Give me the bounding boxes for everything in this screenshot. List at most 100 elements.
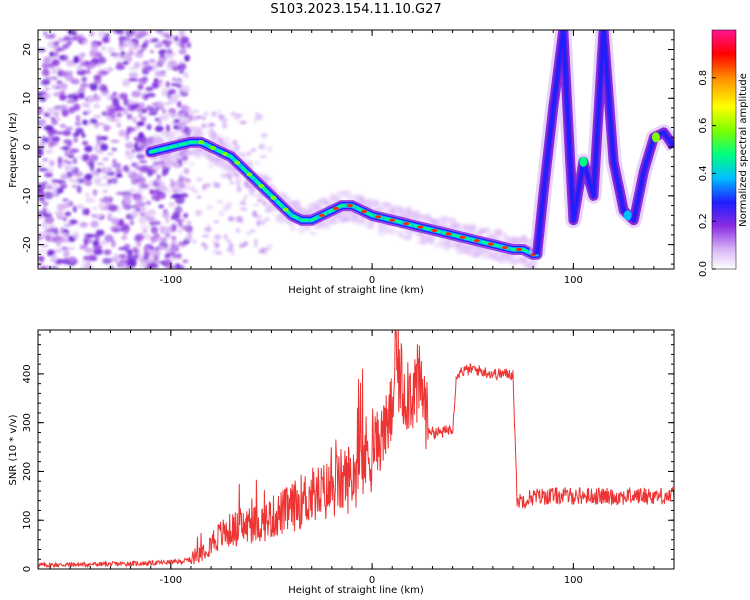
noise-blob [72, 171, 83, 177]
noise-blob [140, 142, 147, 148]
noise-blob [220, 118, 229, 123]
noise-blob [46, 107, 57, 115]
noise-blob [125, 132, 130, 141]
noise-blob [111, 177, 118, 184]
chart-title: S103.2023.154.11.10.G27 [270, 2, 441, 17]
noise-blob [38, 249, 47, 254]
bottom-x-ticks: -100 0 100 [49, 330, 675, 586]
noise-blob [145, 86, 154, 92]
noise-blob [152, 161, 162, 166]
noise-blob [52, 45, 61, 51]
noise-blob [82, 207, 87, 216]
noise-blob [139, 225, 149, 230]
noise-blob [258, 143, 266, 150]
noise-blob [146, 257, 155, 263]
ridge-haze [282, 195, 292, 202]
noise-blob [48, 141, 55, 148]
noise-blob [133, 197, 144, 202]
noise-blob [159, 104, 165, 111]
noise-blob [125, 152, 135, 160]
noise-blob [149, 189, 155, 195]
noise-blob [155, 221, 161, 226]
noise-blob [72, 205, 78, 213]
noise-blob [106, 152, 115, 156]
noise-blob [44, 183, 51, 188]
hot-blob [375, 215, 382, 219]
noise-blob [87, 233, 97, 238]
noise-blob [137, 132, 145, 139]
ridge-haze [484, 226, 491, 233]
noise-blob [62, 130, 72, 136]
noise-blob [105, 112, 111, 121]
noise-blob [144, 233, 151, 241]
noise-blob [125, 142, 134, 150]
noise-blob [114, 117, 121, 125]
noise-blob [186, 220, 192, 225]
noise-blob [266, 243, 273, 251]
bottom-plot-frame [37, 329, 675, 570]
noise-blob [239, 201, 247, 206]
colorbar-gradient [711, 29, 737, 270]
noise-blob [155, 61, 164, 68]
noise-blob [41, 94, 47, 98]
noise-blob [76, 185, 82, 194]
noise-blob [44, 172, 54, 178]
noise-blob [122, 79, 131, 87]
noise-blob [123, 228, 129, 235]
noise-blob [55, 131, 64, 135]
noise-blob [162, 166, 169, 174]
noise-blob [253, 116, 258, 124]
noise-blob [80, 102, 88, 108]
noise-blob [123, 108, 128, 115]
noise-blob [157, 118, 163, 127]
noise-blob [102, 189, 108, 194]
noise-blob [170, 180, 175, 189]
noise-blob [136, 121, 145, 127]
noise-blob [144, 265, 153, 269]
noise-blob [93, 114, 102, 119]
noise-blob [201, 242, 206, 247]
noise-blob [90, 220, 99, 228]
noise-blob [62, 198, 69, 202]
snr-series-line [38, 330, 674, 569]
noise-blob [57, 210, 65, 216]
hot-blob [516, 247, 523, 252]
colorbar-ticks: 0.0 0.2 0.4 0.6 0.8 [698, 70, 716, 277]
noise-blob [165, 217, 170, 224]
noise-blob [53, 41, 60, 46]
noise-blob [136, 146, 144, 150]
noise-blob [94, 51, 103, 58]
noise-blob [235, 113, 244, 118]
noise-blob [101, 242, 110, 246]
noise-blob [79, 53, 85, 59]
noise-blob [219, 172, 228, 179]
noise-blob [162, 208, 168, 213]
noise-blob [113, 53, 123, 60]
noise-blob [100, 136, 108, 141]
noise-blob [92, 240, 99, 247]
noise-blob [66, 246, 76, 251]
noise-blob [98, 203, 105, 209]
noise-blob [216, 250, 223, 256]
bottom-panel: -100 0 100 0 100 200 300 400 Height of straigh… [8, 329, 675, 596]
ridge-haze [396, 230, 405, 238]
noise-blob [150, 226, 159, 234]
curve-peak [651, 132, 660, 143]
noise-blob [136, 176, 146, 184]
noise-blob [38, 191, 46, 198]
noise-blob [53, 111, 60, 118]
noise-blob [51, 69, 56, 75]
noise-blob [46, 209, 52, 215]
noise-blob [119, 257, 126, 266]
noise-blob [96, 134, 102, 143]
noise-blob [65, 61, 75, 67]
noise-blob [161, 87, 169, 94]
noise-blob [203, 111, 209, 117]
noise-blob [112, 30, 123, 34]
noise-blob [131, 210, 139, 218]
noise-blob [222, 122, 228, 129]
noise-blob [84, 179, 93, 187]
noise-blob [102, 157, 109, 161]
ridge-haze [308, 231, 318, 236]
noise-blob [93, 74, 102, 81]
